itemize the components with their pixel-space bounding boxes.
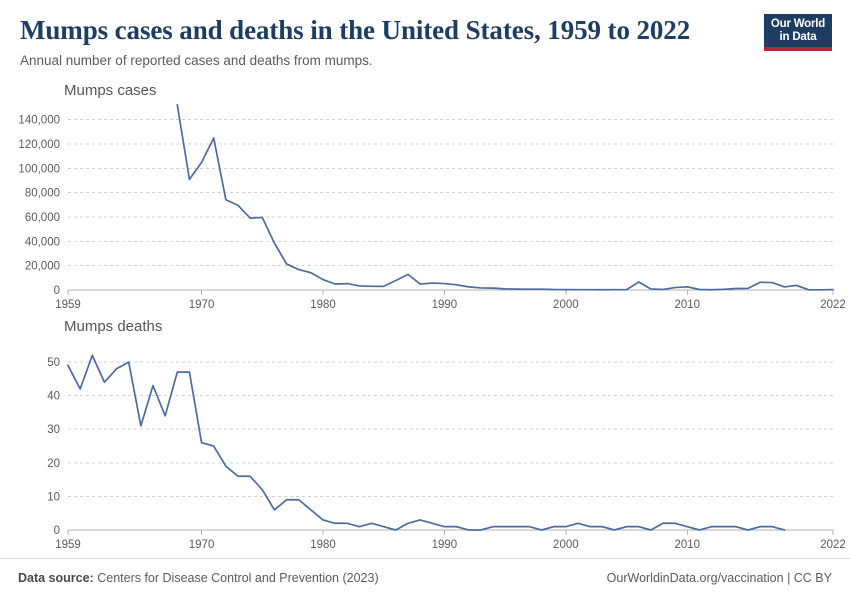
x-tick-label: 1990 — [432, 299, 458, 311]
x-tick-label: 2000 — [553, 539, 579, 551]
page-subtitle: Annual number of reported cases and deat… — [20, 53, 373, 68]
chart-deaths-plot[interactable]: 0 10 20 30 40 50 1959 1970 1980 1990 2000 2010 2022 — [0, 314, 850, 552]
panel-mumps-cases: Mumps cases 0 20,000 40,000 60,000 80,000 100… — [0, 78, 850, 314]
logo-line-2: in Data — [779, 31, 817, 43]
x-tick-label: 1990 — [432, 539, 458, 551]
x-tick-label: 1959 — [55, 299, 81, 311]
x-tick-label: 1980 — [310, 299, 336, 311]
x-tick-label: 1970 — [189, 299, 215, 311]
y-tick-label: 120,000 — [18, 139, 60, 151]
x-tick-label: 1959 — [55, 539, 81, 551]
panel-title-deaths: Mumps deaths — [64, 318, 163, 335]
x-tick-label: 2022 — [820, 299, 846, 311]
y-tick-label: 140,000 — [18, 115, 60, 127]
data-source-value: Centers for Disease Control and Preventi… — [97, 571, 379, 585]
page-title: Mumps cases and deaths in the United Sta… — [20, 15, 691, 45]
panel-mumps-deaths: Mumps deaths 0 10 20 30 40 50 1959 1970 1980 1990… — [0, 314, 850, 552]
data-source: Data source: Centers for Disease Control… — [18, 571, 379, 585]
data-series-line[interactable] — [67, 354, 786, 531]
x-tick-label: 2010 — [674, 539, 700, 551]
chart-cases-plot[interactable]: 0 20,000 40,000 60,000 80,000 100,000 120,000 1… — [0, 78, 850, 314]
owid-logo[interactable]: Our World in Data — [764, 14, 832, 51]
y-tick-label: 10 — [47, 491, 60, 503]
y-tick-label: 80,000 — [25, 188, 60, 200]
x-tick-label: 2022 — [820, 539, 846, 551]
y-tick-label: 30 — [47, 424, 60, 436]
y-tick-label: 20,000 — [25, 261, 60, 273]
y-tick-label: 40,000 — [25, 236, 60, 248]
y-tick-label: 0 — [54, 285, 60, 297]
y-tick-label: 0 — [54, 525, 60, 537]
y-tick-label: 40 — [47, 391, 60, 403]
logo-line-1: Our World — [770, 18, 826, 30]
y-tick-label: 20 — [47, 458, 60, 470]
chart-header: Mumps cases and deaths in the United Sta… — [0, 0, 850, 78]
x-tick-label: 1970 — [189, 539, 215, 551]
y-tick-label: 50 — [47, 357, 60, 369]
x-tick-label: 2000 — [553, 299, 579, 311]
panel-title-cases: Mumps cases — [64, 82, 157, 99]
y-tick-label: 60,000 — [25, 212, 60, 224]
y-tick-label: 100,000 — [18, 163, 60, 175]
x-tick-label: 1980 — [310, 539, 336, 551]
x-tick-label: 2010 — [674, 299, 700, 311]
chart-footer: Data source: Centers for Disease Control… — [0, 558, 850, 600]
data-source-label: Data source: — [18, 571, 94, 585]
attribution-link[interactable]: OurWorldinData.org/vaccination | CC BY — [606, 571, 832, 585]
data-series-line[interactable] — [176, 104, 834, 291]
